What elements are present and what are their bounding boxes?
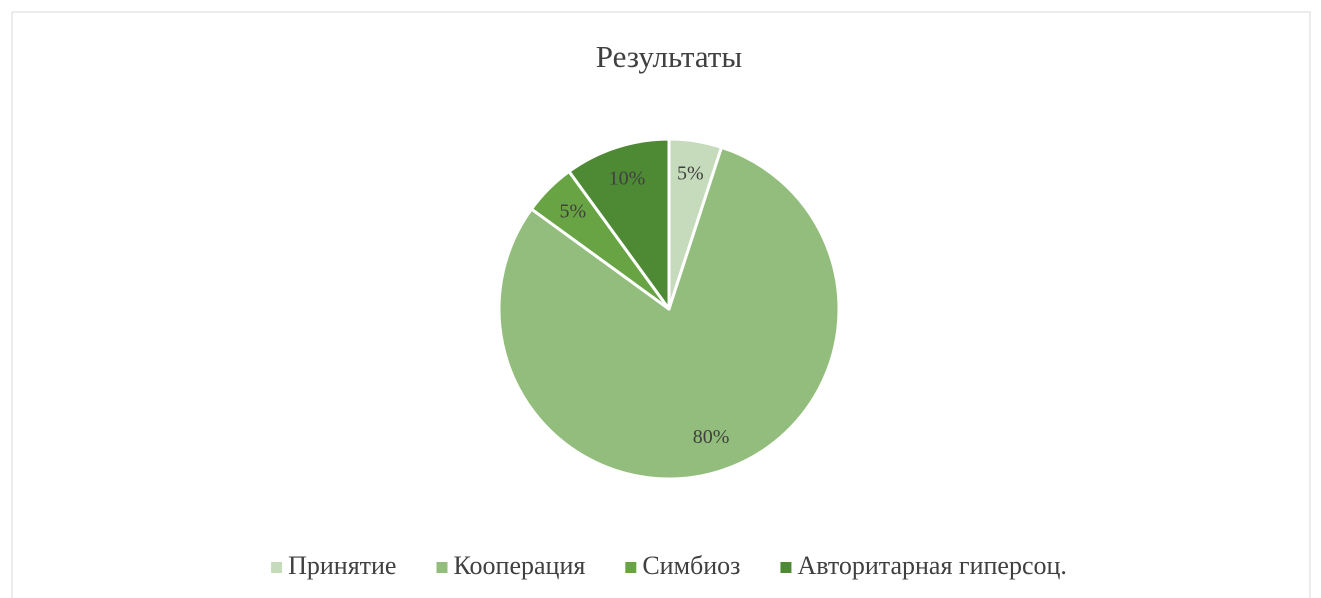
pie-slice bbox=[497, 145, 841, 481]
legend-label: Кооперация bbox=[453, 551, 585, 580]
legend-marker bbox=[436, 562, 448, 573]
data-label: 10% bbox=[609, 167, 646, 189]
data-label: 5% bbox=[559, 200, 586, 222]
legend-marker bbox=[271, 562, 283, 573]
chart-title: Результаты bbox=[596, 39, 743, 74]
legend-marker bbox=[625, 562, 637, 573]
pie-slice bbox=[567, 137, 671, 311]
legend-label: Симбиоз bbox=[642, 551, 740, 580]
legend-label: Авторитарная гиперсоц. bbox=[797, 551, 1066, 580]
data-label: 80% bbox=[693, 426, 730, 448]
legend-label: Принятие bbox=[288, 551, 396, 580]
legend-marker bbox=[780, 562, 792, 573]
data-label: 5% bbox=[677, 162, 704, 184]
